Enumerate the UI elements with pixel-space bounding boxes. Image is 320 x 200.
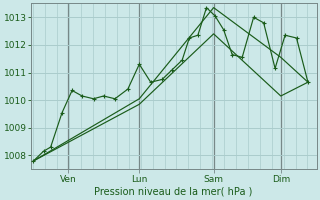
X-axis label: Pression niveau de la mer( hPa ): Pression niveau de la mer( hPa ) xyxy=(94,187,253,197)
